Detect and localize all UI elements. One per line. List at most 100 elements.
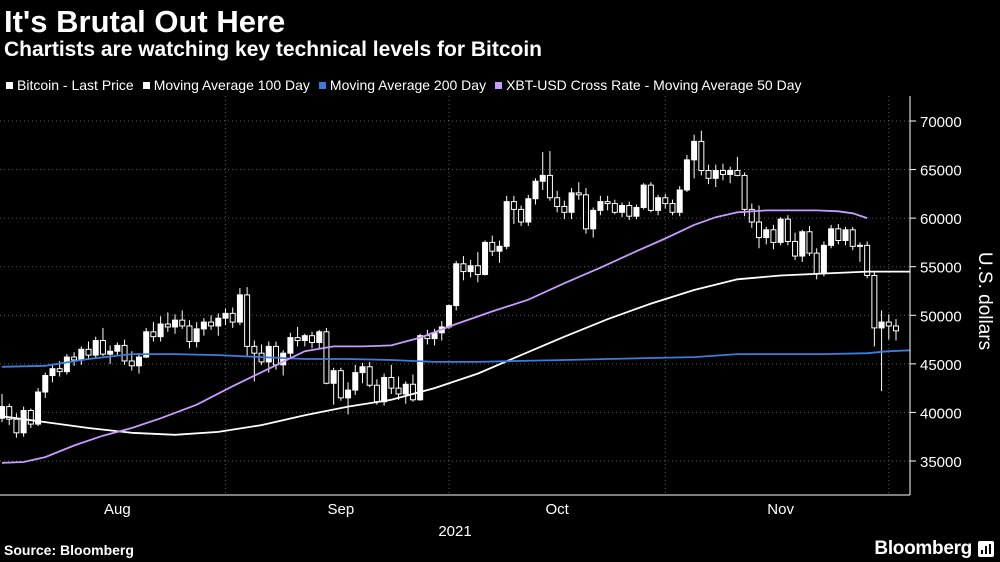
candle-down <box>835 228 842 241</box>
x-tick-label-oct: Oct <box>545 501 569 518</box>
candle-up <box>856 244 863 247</box>
candle-down <box>6 406 13 420</box>
candle-up <box>316 331 323 343</box>
candle-down <box>229 312 236 323</box>
legend-label-ma50: XBT-USD Cross Rate - Moving Average 50 D… <box>506 77 802 93</box>
candle-up <box>200 321 207 330</box>
y-tick-label: 40000 <box>920 405 962 422</box>
candle-up <box>503 201 510 247</box>
candle-up <box>777 218 784 243</box>
candle-up <box>763 229 770 239</box>
candle-up <box>539 174 546 182</box>
line-layer <box>1 209 911 464</box>
chart-subtitle: Chartists are watching key technical lev… <box>4 38 543 61</box>
legend-label-ma200: Moving Average 200 Day <box>329 77 487 93</box>
candle-up <box>820 244 827 275</box>
candle-down <box>128 360 135 367</box>
candle-down <box>150 331 157 338</box>
candle-down <box>474 265 481 275</box>
candle-up <box>92 340 99 356</box>
candle-down <box>395 387 402 395</box>
x-tick-label-aug: Aug <box>104 501 131 518</box>
candle-down <box>13 418 20 434</box>
candle-up <box>301 335 308 342</box>
candle-down <box>792 240 799 257</box>
candle-up <box>828 228 835 246</box>
candle-up <box>20 409 27 434</box>
candle-up <box>417 335 424 401</box>
candle-up <box>727 170 734 175</box>
candle-up <box>0 406 5 419</box>
candle-down <box>518 208 525 223</box>
ma200-line <box>1 349 911 368</box>
candle-up <box>799 231 806 257</box>
candle-up <box>222 312 229 319</box>
x-tick-label-nov: Nov <box>767 501 794 518</box>
candle-down <box>626 205 633 217</box>
candle-up <box>633 206 640 217</box>
candle-down <box>373 384 380 403</box>
candle-up <box>236 294 243 323</box>
legend-swatch-bitcoin <box>6 81 13 89</box>
candle-down <box>460 263 467 273</box>
candle-up <box>597 201 604 211</box>
candle-up <box>107 350 114 355</box>
brand-logo-text: Bloomberg <box>874 538 972 559</box>
axis-layer: 35000 40000 45000 50000 55000 60000 65000 70000… <box>0 96 995 540</box>
candle-up <box>345 389 352 399</box>
candle-up <box>63 356 70 373</box>
candle-up <box>265 345 272 363</box>
candle-down <box>741 174 748 210</box>
candle-down <box>99 340 106 355</box>
candle-up <box>482 241 489 275</box>
candle-down <box>85 348 92 356</box>
candle-up <box>49 368 56 377</box>
candle-down <box>698 140 705 172</box>
legend-item-bitcoin: Bitcoin - Last Price <box>6 77 134 93</box>
candle-down <box>871 274 878 329</box>
candle-up <box>402 383 409 395</box>
candle-down <box>719 170 726 175</box>
candle-down <box>885 321 892 327</box>
candle-down <box>770 229 777 243</box>
candle-up <box>683 159 690 191</box>
candle-up <box>691 140 698 161</box>
candle-up <box>330 370 337 384</box>
y-tick-label: 45000 <box>920 357 962 374</box>
candle-down <box>208 321 215 327</box>
x-year-label: 2021 <box>438 523 471 540</box>
y-tick-label: 55000 <box>920 260 962 277</box>
candle-up <box>640 184 647 208</box>
legend-label-bitcoin: Bitcoin - Last Price <box>17 77 134 93</box>
candle-down <box>806 231 813 254</box>
legend-swatch-ma200 <box>318 81 326 89</box>
candle-up <box>135 356 142 367</box>
candle-down <box>272 345 279 366</box>
bloomberg-chart-icon <box>978 541 994 557</box>
candle-down <box>388 376 395 389</box>
x-tick-label-sep: Sep <box>328 501 355 518</box>
y-tick-label: 35000 <box>920 454 962 471</box>
candle-down <box>186 325 193 343</box>
candle-up <box>78 348 85 361</box>
legend-item-ma100: Moving Average 100 Day <box>142 77 310 93</box>
candle-up <box>143 331 150 358</box>
candle-up <box>114 344 121 352</box>
candle-down <box>748 208 755 223</box>
candle-up <box>172 319 179 328</box>
candle-up <box>453 263 460 307</box>
candle-down <box>179 319 186 327</box>
candle-down <box>56 368 63 373</box>
candle-down <box>27 409 34 425</box>
candle-up <box>157 323 164 338</box>
y-axis-title: U.S. dollars <box>974 252 995 350</box>
candle-down <box>611 203 618 213</box>
candle-up <box>215 317 222 327</box>
candle-up <box>42 375 49 393</box>
candle-down <box>662 197 669 205</box>
candle-up <box>619 205 626 213</box>
candle-down <box>71 356 78 361</box>
candle-up <box>676 189 683 213</box>
candle-down <box>489 241 496 252</box>
